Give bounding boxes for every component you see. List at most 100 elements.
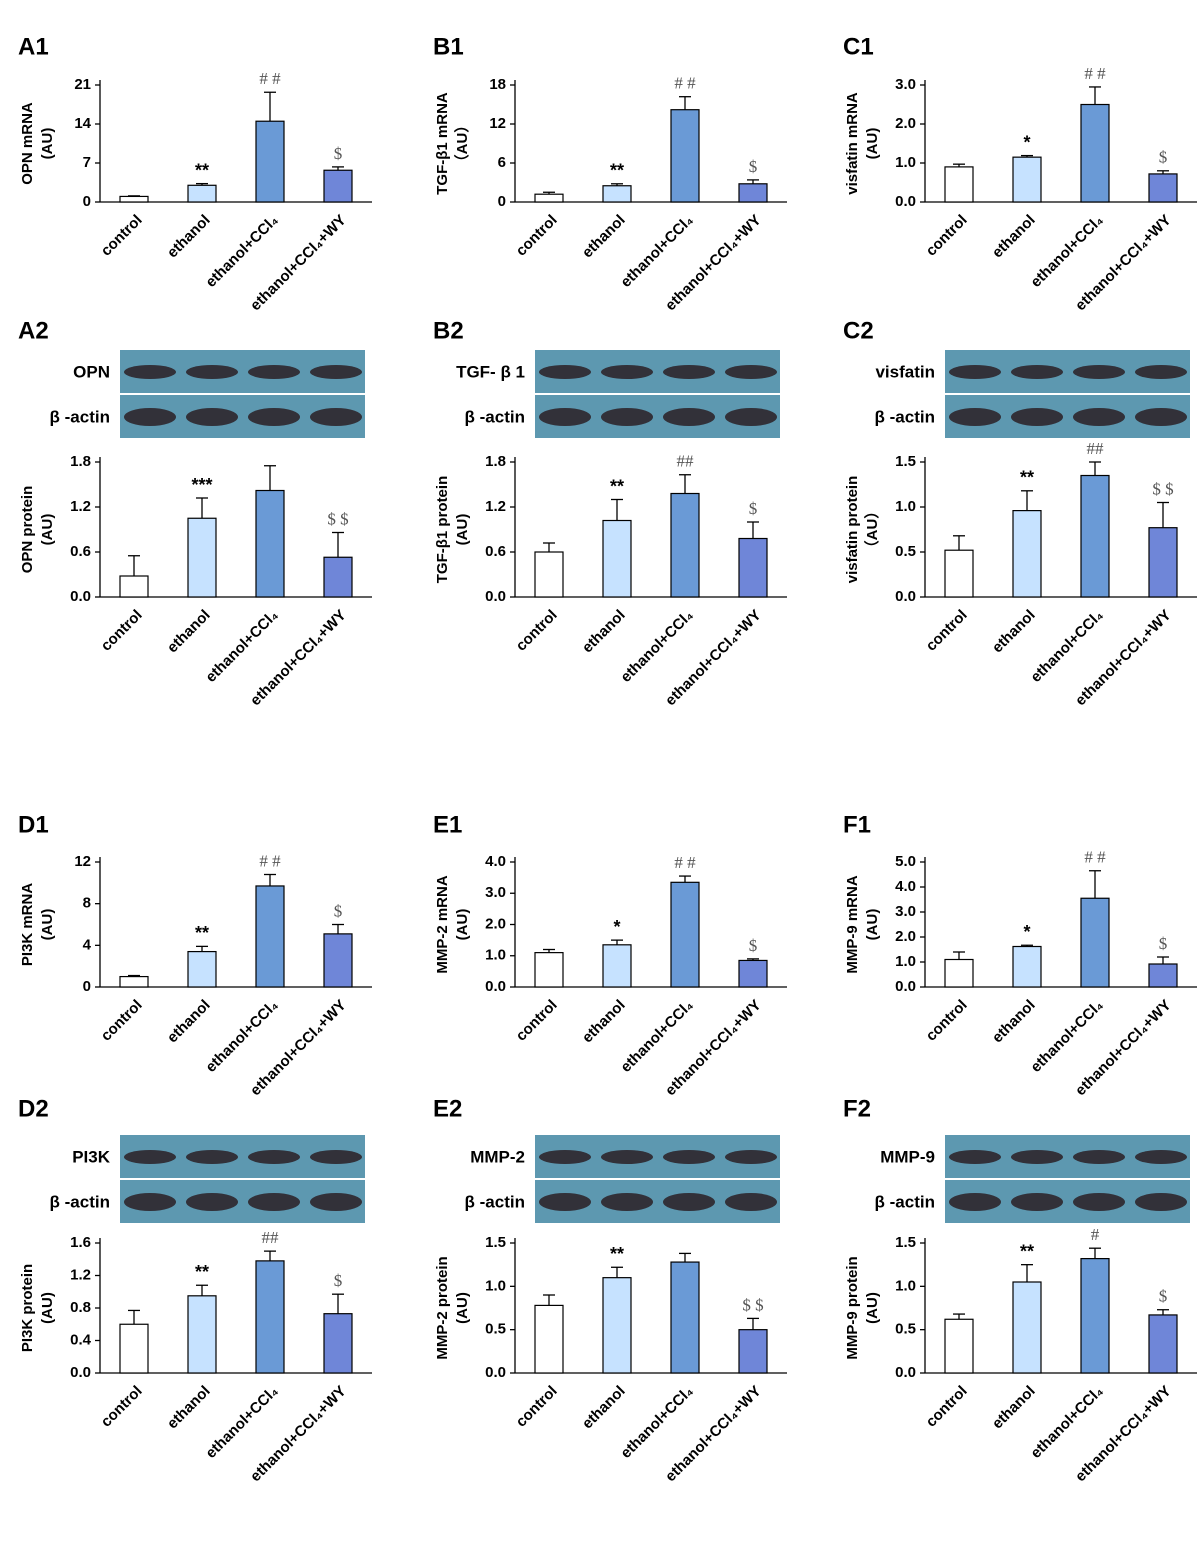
bar — [255, 1260, 285, 1374]
blot-band — [1011, 365, 1063, 379]
panel-label: B1 — [433, 33, 464, 60]
blot-band — [949, 1150, 1001, 1164]
blot-band — [725, 408, 777, 426]
significance-mark: # # — [259, 69, 281, 88]
bar — [187, 184, 217, 203]
y-tick-label: 0.0 — [895, 1364, 916, 1381]
bar — [1080, 474, 1110, 598]
x-tick-label: control — [513, 212, 561, 260]
blot-band — [1073, 1150, 1125, 1164]
blot-band — [310, 1193, 362, 1211]
panel-label: F2 — [843, 1095, 871, 1122]
significance-mark: $ — [749, 157, 758, 176]
y-axis-label: (AU) — [454, 909, 471, 941]
y-tick-label: 1.0 — [485, 947, 506, 964]
blot-band — [949, 408, 1001, 426]
panel-label: D1 — [18, 811, 49, 838]
y-axis-label: (AU) — [454, 514, 471, 546]
significance-mark: * — [1023, 922, 1030, 942]
significance-mark: # # — [674, 74, 696, 93]
blot-band — [1135, 365, 1187, 379]
panel-label: C1 — [843, 33, 874, 60]
bar — [670, 109, 700, 203]
significance-mark: ## — [1087, 439, 1105, 458]
y-tick-label: 0.5 — [485, 1321, 506, 1338]
bar — [602, 1277, 632, 1374]
blot-band — [663, 1193, 715, 1211]
blot-band — [1011, 1150, 1063, 1164]
x-tick-label: ethanol — [164, 212, 214, 262]
y-tick-label: 3.0 — [895, 903, 916, 920]
blot-band — [663, 1150, 715, 1164]
blot-band — [1135, 408, 1187, 426]
blot-label: β -actin — [50, 1192, 110, 1211]
y-axis-label: (AU) — [39, 909, 56, 941]
y-tick-label: 18 — [489, 76, 506, 93]
y-tick-label: 1.8 — [70, 453, 91, 470]
y-tick-label: 4 — [83, 936, 92, 953]
panel-label: C2 — [843, 317, 874, 344]
y-tick-label: 4.0 — [895, 878, 916, 895]
blot-band — [186, 1150, 238, 1164]
y-tick-label: 0.0 — [485, 978, 506, 995]
blot-band — [539, 365, 591, 379]
y-tick-label: 1.0 — [895, 953, 916, 970]
bar — [119, 1323, 149, 1374]
blot-band — [1073, 408, 1125, 426]
blot-label: β -actin — [465, 1192, 525, 1211]
y-tick-label: 0.8 — [70, 1299, 91, 1316]
blot-band — [124, 1150, 176, 1164]
bar — [738, 537, 768, 598]
y-axis-label: (AU) — [39, 128, 56, 160]
blot-label: OPN — [73, 362, 110, 381]
blot-band — [949, 1193, 1001, 1211]
x-tick-label: ethanol — [989, 607, 1039, 657]
x-tick-label: ethanol — [579, 1383, 629, 1433]
y-tick-label: 0.0 — [895, 193, 916, 210]
blot-band — [663, 408, 715, 426]
blot-band — [725, 1193, 777, 1211]
bar — [534, 1304, 564, 1374]
blot-band — [248, 1150, 300, 1164]
blot-band — [539, 1193, 591, 1211]
y-tick-label: 21 — [74, 76, 91, 93]
bar — [1012, 945, 1042, 988]
blot-band — [248, 365, 300, 379]
bar — [1148, 1314, 1178, 1374]
panel-label: E2 — [433, 1095, 462, 1122]
panel-label: F1 — [843, 811, 871, 838]
bar — [119, 575, 149, 598]
x-tick-label: ethanol — [164, 997, 214, 1047]
significance-mark: # — [1091, 1225, 1100, 1244]
significance-mark: $ — [749, 936, 758, 955]
y-axis-label: MMP-9 mRNA — [844, 875, 861, 974]
blot-band — [601, 1150, 653, 1164]
x-tick-label: ethanol — [164, 607, 214, 657]
y-axis-label: TGF-β1 mRNA — [434, 92, 451, 195]
y-tick-label: 0.0 — [70, 588, 91, 605]
y-tick-label: 5.0 — [895, 853, 916, 870]
y-tick-label: 6 — [498, 154, 506, 171]
bar — [187, 517, 217, 598]
x-tick-label: control — [98, 607, 146, 655]
y-axis-label: visfatin mRNA — [844, 92, 861, 195]
blot-band — [1073, 365, 1125, 379]
y-tick-label: 0.5 — [895, 543, 916, 560]
y-tick-label: 3.0 — [895, 76, 916, 93]
x-tick-label: ethanol — [579, 607, 629, 657]
blot-band — [124, 1193, 176, 1211]
y-axis-label: (AU) — [864, 128, 881, 160]
x-tick-label: control — [513, 997, 561, 1045]
bar — [323, 556, 353, 598]
blot-band — [539, 408, 591, 426]
y-tick-label: 14 — [74, 115, 91, 132]
bar — [944, 166, 974, 203]
y-tick-label: 0 — [83, 193, 91, 210]
significance-mark: ** — [195, 160, 209, 180]
y-tick-label: 1.5 — [485, 1234, 506, 1251]
y-axis-label: (AU) — [454, 1292, 471, 1324]
y-tick-label: 1.2 — [70, 498, 91, 515]
significance-mark: # # — [259, 851, 281, 870]
y-axis-label: MMP-9 protein — [844, 1256, 861, 1359]
y-axis-label: MMP-2 protein — [434, 1256, 451, 1359]
